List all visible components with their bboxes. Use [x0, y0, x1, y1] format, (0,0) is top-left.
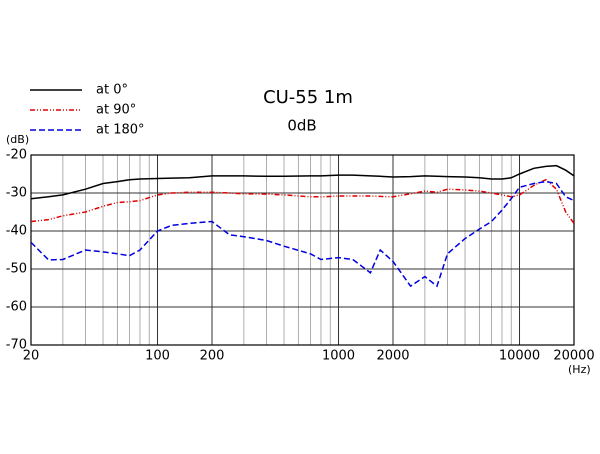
y-tick-label: -40 [6, 224, 27, 239]
y-tick-label: -70 [6, 338, 27, 353]
x-tick-label: 10000 [499, 349, 540, 364]
y-tick-label: -20 [6, 148, 27, 163]
legend-label: at 180° [96, 123, 145, 138]
x-axis-label: (Hz) [568, 363, 591, 376]
x-tick-label: 200 [200, 349, 225, 364]
chart-title: CU-55 1m [263, 87, 353, 108]
series-line [30, 178, 575, 224]
y-axis-label: (dB) [6, 133, 29, 146]
y-tick-label: -60 [6, 300, 27, 315]
x-tick-label: 100 [145, 349, 170, 364]
plot-frame [30, 154, 575, 346]
legend-label: at 0° [96, 83, 128, 98]
x-tick-label: 1000 [322, 349, 355, 364]
series-line [30, 164, 575, 200]
y-tick-label: -50 [6, 262, 27, 277]
series-line [30, 180, 575, 288]
x-tick-label: 20000 [553, 349, 594, 364]
x-tick-label: 2000 [376, 349, 409, 364]
y-tick-label: -30 [6, 186, 27, 201]
legend-label: at 90° [96, 103, 136, 118]
chart-subtitle: 0dB [287, 117, 316, 135]
x-tick-label: 20 [23, 349, 40, 364]
